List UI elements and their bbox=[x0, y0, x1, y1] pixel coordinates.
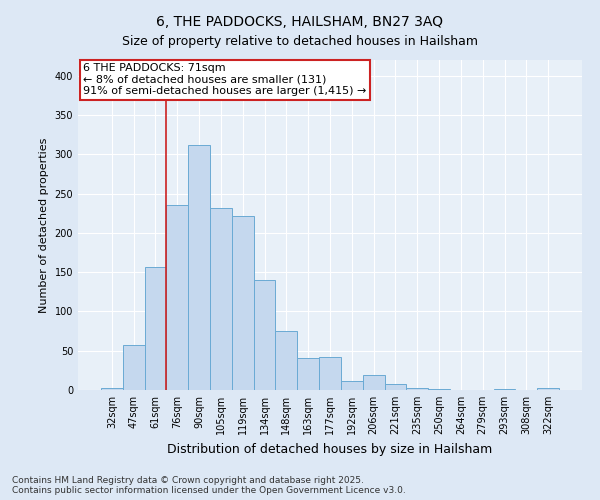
Bar bbox=[254, 280, 275, 390]
X-axis label: Distribution of detached houses by size in Hailsham: Distribution of detached houses by size … bbox=[167, 442, 493, 456]
Text: 6, THE PADDOCKS, HAILSHAM, BN27 3AQ: 6, THE PADDOCKS, HAILSHAM, BN27 3AQ bbox=[157, 15, 443, 29]
Bar bbox=[494, 389, 515, 390]
Y-axis label: Number of detached properties: Number of detached properties bbox=[39, 138, 49, 312]
Bar bbox=[145, 268, 166, 390]
Bar bbox=[537, 388, 559, 390]
Bar bbox=[166, 206, 188, 390]
Bar bbox=[428, 389, 450, 390]
Bar bbox=[319, 357, 341, 390]
Bar bbox=[232, 216, 254, 390]
Bar bbox=[188, 145, 210, 390]
Bar bbox=[210, 208, 232, 390]
Bar bbox=[363, 375, 385, 390]
Bar bbox=[385, 384, 406, 390]
Bar bbox=[297, 358, 319, 390]
Text: Contains HM Land Registry data © Crown copyright and database right 2025.
Contai: Contains HM Land Registry data © Crown c… bbox=[12, 476, 406, 495]
Text: 6 THE PADDOCKS: 71sqm
← 8% of detached houses are smaller (131)
91% of semi-deta: 6 THE PADDOCKS: 71sqm ← 8% of detached h… bbox=[83, 64, 367, 96]
Bar bbox=[406, 388, 428, 390]
Bar bbox=[101, 388, 123, 390]
Bar bbox=[275, 331, 297, 390]
Bar bbox=[123, 345, 145, 390]
Text: Size of property relative to detached houses in Hailsham: Size of property relative to detached ho… bbox=[122, 35, 478, 48]
Bar bbox=[341, 380, 363, 390]
